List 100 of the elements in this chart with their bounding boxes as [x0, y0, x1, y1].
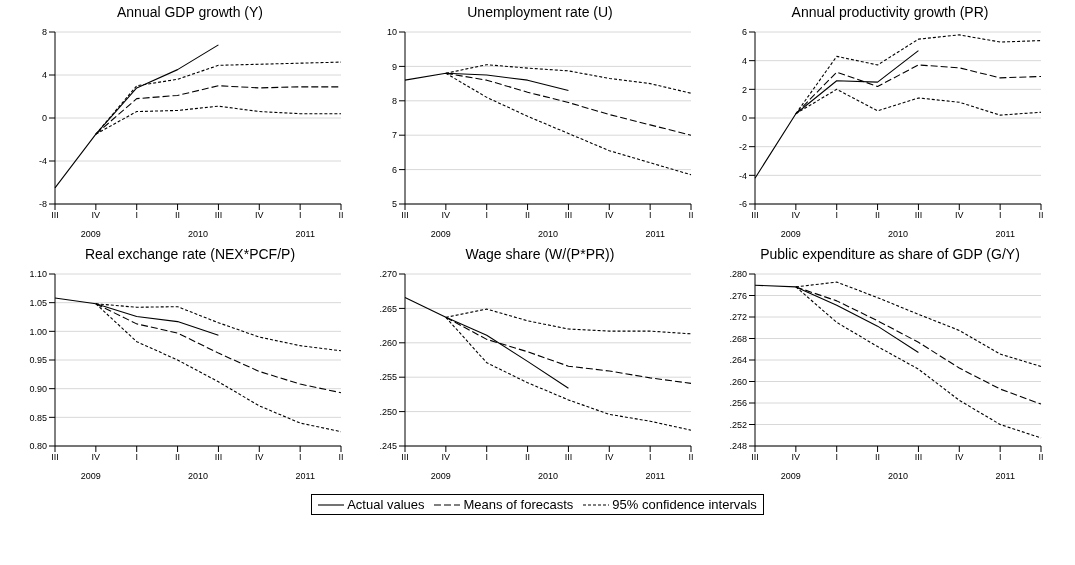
x-tick-label: III [751, 452, 759, 463]
text: 2010 [187, 471, 209, 481]
x-tick-label: III [401, 452, 409, 463]
chart-title: Wage share (W/(P*PR)) [464, 246, 616, 264]
x-tick-label: I [298, 210, 302, 221]
x-tick-label: III [564, 452, 573, 463]
x-tick-label: III [51, 452, 59, 463]
y-tick-label: 1.10 [29, 269, 47, 280]
legend-label: 95% confidence intervals [611, 497, 757, 512]
chart-title: Real exchange rate (NEX*PCF/P) [83, 246, 297, 264]
x-tick-label: III [214, 210, 223, 221]
x-tick-label: IV [955, 210, 964, 221]
x-tick-label: II [688, 452, 694, 463]
x-tick-label: IV [605, 210, 614, 221]
x-tick-label: III [914, 210, 923, 221]
x-tick-label: I [485, 452, 488, 463]
y-tick-label: 0.95 [29, 355, 47, 366]
y-tick-label: -6 [738, 199, 747, 210]
y-tick-label: 0.80 [29, 441, 47, 452]
x-tick-label: IV [255, 452, 264, 463]
y-tick-label: 0 [41, 113, 47, 124]
y-tick-label: .245 [379, 441, 397, 452]
text: 2011 [645, 471, 665, 481]
y-tick-label: 1.00 [29, 326, 47, 337]
x-tick-label: IV [791, 210, 801, 221]
y-tick-label: .248 [729, 441, 747, 452]
text: 2009 [430, 471, 451, 481]
y-tick-label: 7 [391, 130, 397, 141]
x-tick-label: I [998, 452, 1002, 463]
y-tick-label: 4 [741, 55, 747, 66]
text: 2009 [430, 229, 451, 239]
text: 2011 [995, 471, 1015, 481]
y-tick-label: 6 [391, 164, 397, 175]
text: 2009 [80, 229, 101, 239]
x-tick-label: II [525, 210, 531, 221]
x-tick-label: III [401, 210, 409, 221]
y-tick-label: .256 [729, 398, 747, 409]
x-tick-label: II [338, 210, 344, 221]
chart-title: Unemployment rate (U) [466, 4, 614, 22]
legend-label: Means of forecasts [462, 497, 574, 512]
y-tick-label: .270 [379, 269, 397, 280]
x-tick-label: III [564, 210, 573, 221]
x-tick-label: I [648, 452, 652, 463]
x-tick-label: II [1038, 210, 1044, 221]
x-tick-label: IV [91, 210, 101, 221]
x-tick-label: II [688, 210, 694, 221]
x-tick-label: II [175, 210, 181, 221]
y-tick-label: 0 [741, 113, 747, 124]
y-tick-label: 2 [741, 84, 747, 95]
x-tick-label: II [875, 210, 881, 221]
y-tick-label: 1.05 [29, 297, 47, 308]
y-tick-label: .272 [729, 312, 747, 323]
y-tick-label: 0.90 [29, 383, 47, 394]
y-tick-label: .252 [729, 419, 747, 430]
y-tick-label: 9 [391, 61, 397, 72]
y-tick-label: .250 [379, 406, 397, 417]
y-tick-label: .260 [729, 376, 747, 387]
text: 2011 [295, 229, 315, 239]
text: 2010 [887, 229, 909, 239]
x-tick-label: IV [791, 452, 801, 463]
x-tick-label: III [214, 452, 223, 463]
x-tick-label: III [51, 210, 59, 221]
x-tick-label: IV [441, 452, 451, 463]
y-tick-label: 0.85 [29, 412, 47, 423]
x-tick-label: III [751, 210, 759, 221]
y-tick-label: -4 [738, 170, 747, 181]
x-tick-label: II [175, 452, 181, 463]
chart-title: Annual GDP growth (Y) [116, 4, 264, 22]
chart-title: Annual productivity growth (PR) [790, 4, 990, 22]
y-tick-label: -4 [38, 156, 47, 167]
y-tick-label: -8 [38, 199, 47, 210]
y-tick-label: .280 [729, 269, 747, 280]
y-tick-label: .255 [379, 372, 397, 383]
y-tick-label: .264 [729, 355, 747, 366]
y-tick-label: 10 [386, 27, 397, 38]
text: 2010 [887, 471, 909, 481]
x-tick-label: I [135, 452, 138, 463]
text: 2009 [80, 471, 101, 481]
y-tick-label: 8 [391, 96, 397, 106]
x-tick-label: II [525, 452, 531, 463]
y-tick-label: .268 [729, 333, 747, 344]
y-tick-label: -2 [738, 141, 747, 152]
x-tick-label: I [835, 452, 838, 463]
x-tick-label: I [835, 210, 838, 221]
x-tick-label: I [298, 452, 302, 463]
x-tick-label: I [648, 210, 652, 221]
text: 2011 [645, 229, 665, 239]
text: 2010 [537, 471, 559, 481]
x-tick-label: I [485, 210, 488, 221]
y-tick-label: .265 [379, 303, 397, 314]
x-tick-label: IV [255, 210, 264, 221]
x-tick-label: I [135, 210, 138, 221]
x-tick-label: II [1038, 452, 1044, 463]
chart-title: Public expenditure as share of GDP (G/Y) [759, 246, 1021, 264]
y-tick-label: 5 [391, 199, 397, 210]
x-tick-label: III [914, 452, 923, 463]
text: 2009 [780, 229, 801, 239]
x-tick-label: II [875, 452, 881, 463]
y-tick-label: 6 [741, 27, 747, 38]
legend-label: Actual values [346, 497, 425, 512]
